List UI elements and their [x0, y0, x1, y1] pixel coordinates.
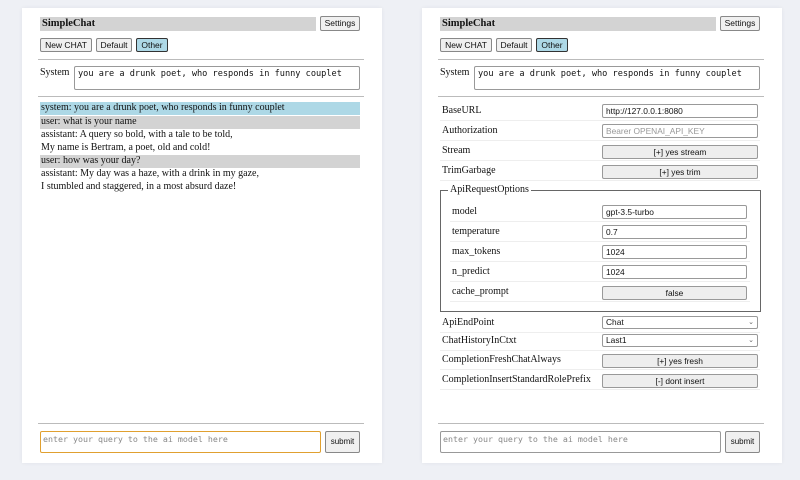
- setting-stream: Stream [+] yes stream: [440, 143, 760, 161]
- setting-label: Authorization: [442, 125, 498, 136]
- chat-message-system: system: you are a drunk poet, who respon…: [40, 102, 360, 115]
- message-line: My name is Bertram, a poet, old and cold…: [41, 141, 211, 153]
- setting-api-endpoint: ApiEndPoint Chat ⌄: [440, 315, 760, 333]
- setting-insert-prefix: CompletionInsertStandardRolePrefix [-] d…: [440, 372, 760, 390]
- chat-message-user: user: how was your day?: [40, 155, 360, 168]
- setting-max-tokens: max_tokens 1024: [450, 244, 750, 262]
- selected-value: Chat: [606, 317, 624, 327]
- settings-panel: SimpleChat Settings New CHAT Default Oth…: [422, 8, 782, 463]
- app-title: SimpleChat: [40, 17, 316, 31]
- selected-value: Last1: [606, 335, 627, 345]
- query-input[interactable]: enter your query to the ai model here: [40, 431, 321, 453]
- setting-label: temperature: [452, 226, 500, 237]
- setting-label: TrimGarbage: [442, 165, 496, 176]
- chat-message-assistant: assistant: My day was a haze, with a dri…: [40, 168, 360, 193]
- setting-label: Stream: [442, 145, 471, 156]
- default-session-button[interactable]: Default: [96, 38, 132, 52]
- setting-label: CompletionFreshChatAlways: [442, 354, 561, 365]
- setting-temperature: temperature 0.7: [450, 224, 750, 242]
- divider: [38, 423, 364, 424]
- setting-label: BaseURL: [442, 105, 482, 116]
- max-tokens-input[interactable]: 1024: [602, 245, 747, 259]
- submit-button[interactable]: submit: [325, 431, 360, 453]
- api-request-options-group: [440, 190, 761, 312]
- setting-label: CompletionInsertStandardRolePrefix: [442, 374, 591, 385]
- setting-label: n_predict: [452, 266, 490, 277]
- model-input[interactable]: gpt-3.5-turbo: [602, 205, 747, 219]
- system-prompt-input[interactable]: you are a drunk poet, who responds in fu…: [74, 66, 360, 90]
- api-request-options-legend: ApiRequestOptions: [448, 184, 531, 195]
- stream-toggle[interactable]: [+] yes stream: [602, 145, 758, 159]
- chevron-down-icon: ⌄: [748, 337, 754, 344]
- setting-chat-history: ChatHistoryInCtxt Last1 ⌄: [440, 333, 760, 351]
- settings-button[interactable]: Settings: [720, 16, 760, 31]
- setting-label: model: [452, 206, 477, 217]
- insert-prefix-toggle[interactable]: [-] dont insert: [602, 374, 758, 388]
- system-label: System: [40, 67, 70, 78]
- fresh-chat-toggle[interactable]: [+] yes fresh: [602, 354, 758, 368]
- message-line: I stumbled and staggered, in a most absu…: [41, 180, 237, 192]
- base-url-input[interactable]: http://127.0.0.1:8080: [602, 104, 758, 118]
- setting-trim-garbage: TrimGarbage [+] yes trim: [440, 163, 760, 181]
- n-predict-input[interactable]: 1024: [602, 265, 747, 279]
- submit-button[interactable]: submit: [725, 431, 760, 453]
- divider: [438, 59, 764, 60]
- divider: [38, 96, 364, 97]
- system-label: System: [440, 67, 470, 78]
- setting-model: model gpt-3.5-turbo: [450, 204, 750, 222]
- setting-label: ApiEndPoint: [442, 317, 495, 328]
- chat-message-assistant: assistant: A query so bold, with a tale …: [40, 129, 360, 154]
- other-session-button[interactable]: Other: [136, 38, 168, 52]
- setting-label: cache_prompt: [452, 286, 509, 297]
- default-session-button[interactable]: Default: [496, 38, 532, 52]
- chevron-down-icon: ⌄: [748, 319, 754, 326]
- setting-cache-prompt: cache_prompt false: [450, 284, 750, 302]
- chat-message-user: user: what is your name: [40, 116, 360, 129]
- setting-base-url: BaseURL http://127.0.0.1:8080: [440, 103, 760, 121]
- app-title: SimpleChat: [440, 17, 716, 31]
- message-line: assistant: My day was a haze, with a dri…: [41, 168, 259, 179]
- authorization-input[interactable]: Bearer OPENAI_API_KEY: [602, 124, 758, 138]
- setting-label: max_tokens: [452, 246, 501, 257]
- api-endpoint-select[interactable]: Chat ⌄: [602, 316, 758, 329]
- trim-garbage-toggle[interactable]: [+] yes trim: [602, 165, 758, 179]
- setting-label: ChatHistoryInCtxt: [442, 335, 517, 346]
- settings-button[interactable]: Settings: [320, 16, 360, 31]
- query-input[interactable]: enter your query to the ai model here: [440, 431, 721, 453]
- divider: [38, 59, 364, 60]
- system-prompt-input[interactable]: you are a drunk poet, who responds in fu…: [474, 66, 760, 90]
- chat-panel: SimpleChat Settings New CHAT Default Oth…: [22, 8, 382, 463]
- divider: [438, 423, 764, 424]
- new-chat-button[interactable]: New CHAT: [40, 38, 92, 52]
- setting-fresh-chat: CompletionFreshChatAlways [+] yes fresh: [440, 352, 760, 370]
- divider: [438, 96, 764, 97]
- temperature-input[interactable]: 0.7: [602, 225, 747, 239]
- message-line: assistant: A query so bold, with a tale …: [41, 129, 233, 140]
- chat-history-select[interactable]: Last1 ⌄: [602, 334, 758, 347]
- other-session-button[interactable]: Other: [536, 38, 568, 52]
- setting-n-predict: n_predict 1024: [450, 264, 750, 282]
- cache-prompt-toggle[interactable]: false: [602, 286, 747, 300]
- setting-authorization: Authorization Bearer OPENAI_API_KEY: [440, 123, 760, 141]
- new-chat-button[interactable]: New CHAT: [440, 38, 492, 52]
